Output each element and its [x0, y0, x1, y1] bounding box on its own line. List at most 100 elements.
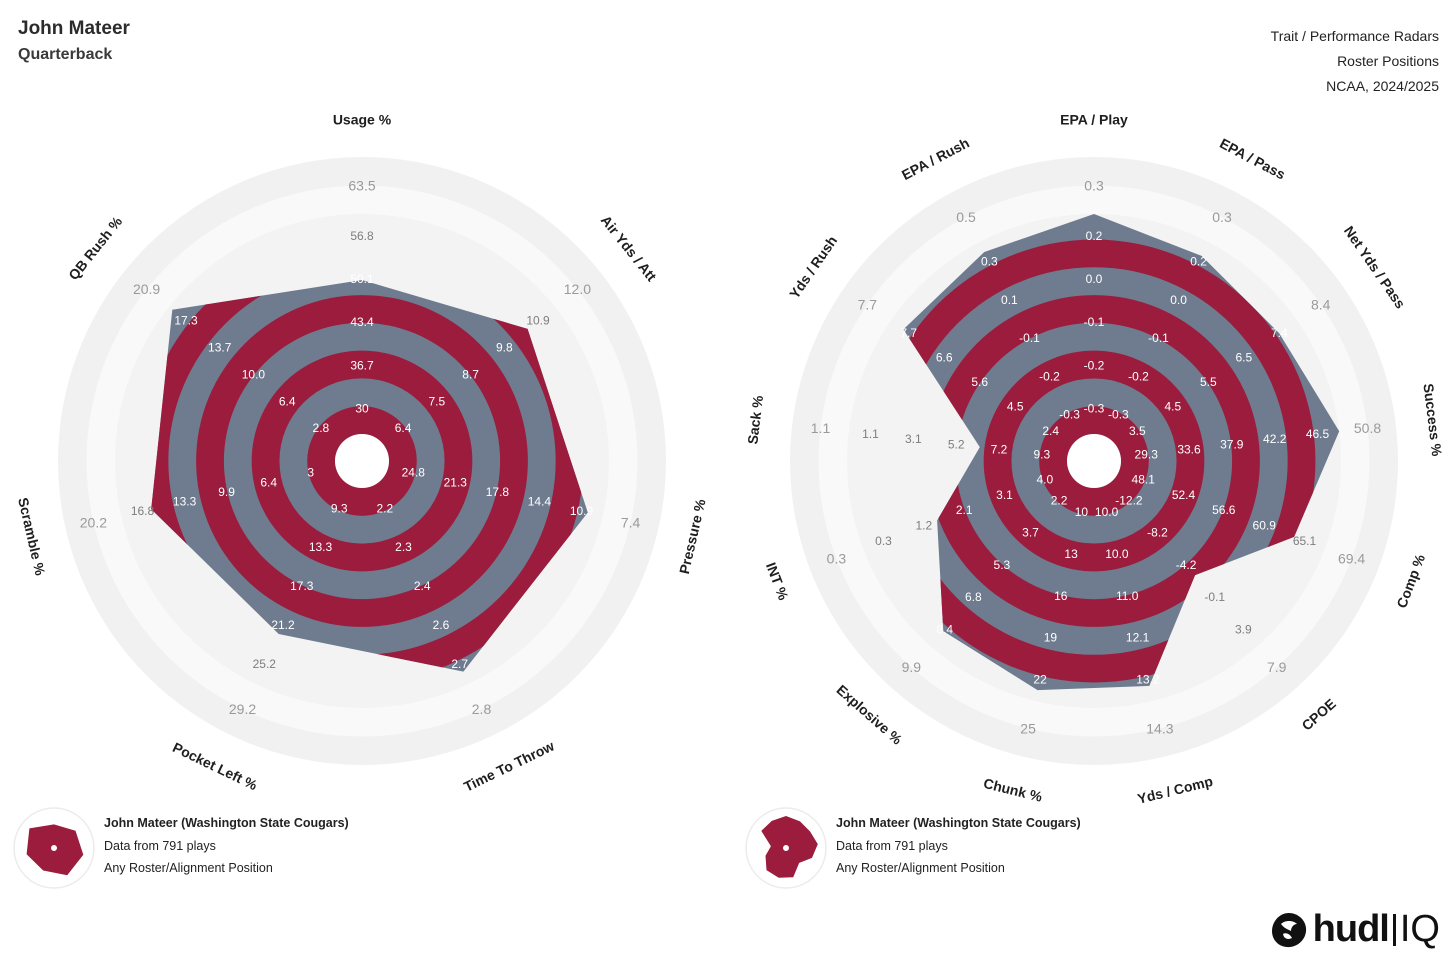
tick-label: 0.0	[1170, 293, 1187, 307]
tick-label: 52.4	[1172, 488, 1196, 502]
tick-label: -0.3	[1108, 408, 1129, 422]
tick-label: 6.8	[965, 590, 982, 604]
tick-label: 6.4	[395, 421, 412, 435]
axis-max-label: 0.3	[827, 551, 847, 567]
tick-label: 17.3	[174, 314, 198, 328]
logo-suffix: IQ	[1399, 908, 1440, 950]
player-bands	[151, 280, 588, 672]
axis-max-label: 29.2	[229, 701, 256, 717]
legend-position: Any Roster/Alignment Position	[104, 861, 273, 875]
axis-label: Sack %	[744, 394, 766, 445]
tick-label: -0.3	[1084, 401, 1105, 415]
tick-label: 10.0	[242, 367, 266, 381]
tick-label: 3.1	[996, 488, 1013, 502]
tick-label: 4.5	[1007, 400, 1024, 414]
tick-label: 48.1	[1132, 473, 1156, 487]
report-season: NCAA, 2024/2025	[1326, 78, 1439, 94]
tick-label: 12.1	[1126, 631, 1150, 645]
tick-label: 4.5	[1164, 400, 1181, 414]
tick-label: 10.9	[570, 504, 594, 518]
tick-label: 11.0	[1116, 589, 1139, 603]
thumbnail-center	[783, 845, 789, 851]
axis-max-label: 7.4	[621, 514, 641, 530]
report-subtitle: Roster Positions	[1337, 53, 1439, 69]
tick-label: -0.1	[1084, 315, 1105, 329]
axis-label: Success %	[1420, 383, 1445, 458]
tick-label: 6.5	[1235, 351, 1252, 365]
legend-player: John Mateer (Washington State Cougars)	[104, 816, 349, 830]
tick-label: 33.6	[1177, 443, 1201, 457]
tick-label: 3	[307, 466, 314, 480]
tick-label: 3.1	[905, 432, 922, 446]
legend-thumbnail-right	[745, 807, 827, 889]
player-position: Quarterback	[18, 46, 113, 63]
tick-label: -4.2	[1176, 558, 1197, 572]
legend-left: John Mateer (Washington State Cougars) D…	[12, 806, 372, 896]
tick-label: 46.5	[1306, 427, 1330, 441]
axis-label: Yds / Comp	[1136, 773, 1215, 807]
tick-label: -0.2	[1084, 358, 1105, 372]
tick-label: 7.2	[991, 443, 1008, 457]
player-band	[1039, 406, 1149, 516]
tick-label: 9.9	[218, 485, 235, 499]
tick-label: 0.0	[1086, 272, 1103, 286]
tick-label: 2.8	[313, 421, 330, 435]
tick-label: 13.3	[173, 495, 197, 509]
tick-label: 21.2	[271, 618, 295, 632]
tick-label: 2.2	[1051, 493, 1068, 507]
tick-label: 3.7	[1022, 526, 1039, 540]
tick-label: 60.9	[1253, 519, 1277, 533]
tick-label: 42.2	[1263, 432, 1287, 446]
axis-label: Comp %	[1393, 552, 1428, 611]
axis-max-label: 69.4	[1338, 551, 1365, 567]
tick-label: 65.1	[1293, 534, 1317, 548]
tick-label: 17.3	[290, 579, 314, 593]
header-left: John Mateer Quarterback	[18, 18, 130, 64]
tick-label: 16.8	[131, 504, 155, 518]
axis-max-label: 12.0	[564, 281, 591, 297]
axis-max-label: 8.4	[1311, 297, 1331, 313]
legend-player: John Mateer (Washington State Cougars)	[836, 816, 1081, 830]
tick-label: 7.4	[1271, 326, 1288, 340]
tick-label: 9.3	[331, 501, 348, 515]
tick-label: 13.2	[1136, 673, 1160, 687]
axis-label: Net Yds / Pass	[1341, 223, 1409, 311]
tick-label: 10	[1075, 505, 1089, 519]
tick-label: -0.1	[1148, 331, 1169, 345]
tick-label: 10.0	[1105, 547, 1129, 561]
tick-label: 24.8	[402, 466, 426, 480]
tick-label: 3.9	[1235, 623, 1252, 637]
axis-label: Chunk %	[982, 775, 1045, 805]
tick-label: 8.4	[936, 623, 953, 637]
legend-plays: Data from 791 plays	[104, 838, 216, 853]
axis-max-label: 0.5	[956, 209, 976, 225]
tick-label: 4.0	[1036, 473, 1053, 487]
tick-label: -0.2	[1128, 369, 1149, 383]
tick-label: 43.4	[350, 315, 374, 329]
tick-label: 8.7	[462, 367, 479, 381]
axis-label: EPA / Pass	[1217, 135, 1288, 183]
tick-label: 5.2	[948, 437, 965, 451]
tick-label: 7.7	[900, 326, 917, 340]
tick-label: 10.9	[526, 314, 550, 328]
legend-thumbnail-left	[13, 807, 95, 889]
tick-label: 21.3	[444, 475, 468, 489]
tick-label: -8.2	[1147, 526, 1168, 540]
axis-label: Time To Throw	[461, 738, 557, 795]
radar-chart-right: -0.3 -0.2 -0.1 0.0 0.2 0.3 EPA / Play -0.3 -0.2 -…	[744, 112, 1445, 807]
tick-label: 1.2	[915, 519, 932, 533]
tick-label: -12.2	[1115, 493, 1143, 507]
tick-label: 13	[1064, 547, 1078, 561]
tick-label: 2.7	[451, 657, 468, 671]
legend-position: Any Roster/Alignment Position	[836, 861, 1005, 875]
tick-label: -0.2	[1039, 369, 1060, 383]
tick-label: -0.3	[1059, 408, 1080, 422]
player-bands	[903, 214, 1340, 691]
axis-max-label: 9.9	[902, 659, 922, 675]
legend-plays: Data from 791 plays	[836, 838, 948, 853]
tick-label: 22	[1033, 673, 1047, 687]
player-name: John Mateer	[18, 18, 130, 39]
tick-label: 2.4	[414, 579, 431, 593]
thumbnail-polygon	[761, 816, 818, 878]
